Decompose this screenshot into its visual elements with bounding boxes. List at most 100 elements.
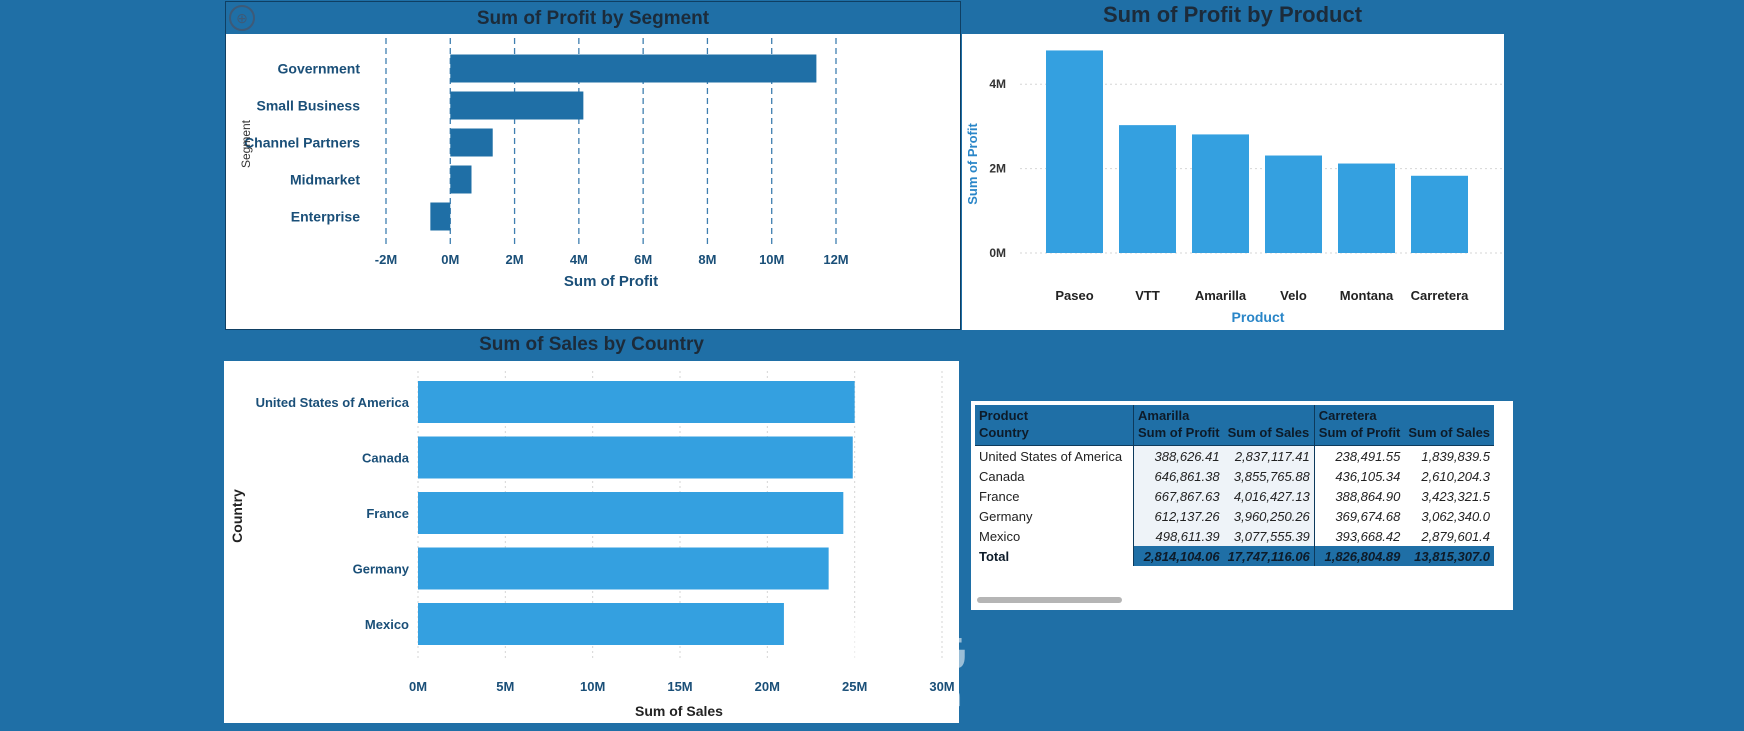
category-label: Montana [1340,288,1394,303]
matrix-cell: 3,423,321.5 [1421,488,1491,504]
x-tick-label: 2M [506,252,524,267]
matrix-cell: 498,611.39 [1132,526,1224,546]
bar [450,54,817,83]
bar [1411,175,1468,253]
bar [1046,50,1103,253]
x-tick-label: 0M [441,252,459,267]
x-tick-label: 15M [667,679,692,694]
y-tick-label: 2M [989,162,1006,176]
bar [1119,125,1176,253]
watermark-latin-text: nafezly.com [786,680,964,713]
y-axis-title: Segment [239,119,253,168]
y-axis-title: Sum of Profit [965,123,980,205]
x-tick-label: 0M [409,679,427,694]
matrix-cell: 388,864.90 [1313,486,1405,506]
row-label[interactable]: Canada [979,468,1025,484]
row-label[interactable]: Germany [979,508,1033,524]
category-label: Amarilla [1195,288,1247,303]
matrix-cell: 612,137.26 [1132,506,1224,526]
matrix-cell: 1,826,804.89 [1313,546,1405,566]
x-tick-label: 30M [929,679,954,694]
profit-by-segment-visual[interactable]: ⊕ Sum of Profit by Segment -2M 0M 2M 4M 6M 8M… [225,1,961,330]
table-row: Canada 646,861.38 3,855,765.88 436,105.34 2,… [975,466,1494,486]
row-label[interactable]: Mexico [979,528,1021,544]
bar [418,603,784,645]
row-label[interactable]: France [979,488,1020,504]
x-tick-label: 25M [842,679,867,694]
category-label: Enterprise [291,209,360,225]
bar [418,436,853,479]
category-label: Carretera [1411,288,1470,303]
matrix-cell: 393,668.42 [1313,526,1405,546]
table-row: Mexico 498,611.39 3,077,555.39 393,668.42 2,… [975,526,1494,546]
x-tick-label: 6M [634,252,652,267]
x-tick-label: 8M [698,252,716,267]
x-axis-title: Sum of Sales [635,703,723,719]
column-header-product[interactable]: Carretera [1313,405,1495,425]
category-label: Velo [1280,288,1307,303]
row-header-product: Product [975,405,1134,425]
watermark-arabic-text: نفذلي [780,610,970,683]
x-tick-label: 10M [580,679,605,694]
bar [450,165,472,194]
category-label: Mexico [365,617,409,632]
matrix-cell: 2,879,601.4 [1421,528,1491,544]
visual-header [226,2,960,34]
matrix-visual[interactable]: Product Amarilla Carretera Country Sum o… [971,401,1513,610]
matrix-cell: 3,855,765.88 [1223,466,1315,486]
bar [450,128,493,157]
row-label[interactable]: Total [975,546,1134,566]
x-tick-label: 10M [759,252,784,267]
category-label: United States of America [256,395,410,410]
category-label: VTT [1135,288,1160,303]
profit-by-product-visual[interactable]: 0M 2M 4M Paseo VTT Amarilla Velo Montana Carrete… [962,34,1504,330]
row-label[interactable]: United States of America [979,448,1123,464]
x-axis-title: Product [1232,309,1285,325]
country-bar-chart: 0M 5M 10M 15M 20M 25M 30M United States of Amer… [229,371,955,719]
row-header-country: Country [975,425,1134,446]
matrix-scroll-area[interactable]: Product Amarilla Carretera Country Sum o… [975,405,1513,573]
column-header-product[interactable]: Amarilla [1133,405,1315,425]
measure-header[interactable]: Sum of Profit [1313,425,1405,446]
category-label: Paseo [1055,288,1093,303]
category-label: Government [278,61,361,77]
x-tick-label: 5M [496,679,514,694]
y-tick-label: 4M [989,77,1006,91]
x-tick-label: -2M [375,252,397,267]
visual-header [224,330,959,361]
matrix-cell: 3,077,555.39 [1223,526,1315,546]
bar [418,492,844,534]
y-tick-label: 0M [989,246,1006,260]
matrix-cell: 388,626.41 [1132,445,1224,466]
matrix-cell: 4,016,427.13 [1223,486,1315,506]
matrix-cell: 2,837,117.41 [1223,445,1315,466]
horizontal-scrollbar[interactable] [977,597,1122,603]
matrix-cell: 3,062,340.0 [1421,508,1491,524]
segment-bar-chart: -2M 0M 2M 4M 6M 8M 10M 12M Government Small Busin… [239,38,849,290]
bar [430,202,451,231]
total-row: Total 2,814,104.06 17,747,116.06 1,826,804.… [975,546,1495,566]
bar [1265,155,1322,253]
x-axis-title: Sum of Profit [564,273,658,290]
segment-chart-title: Sum of Profit by Segment [476,8,710,29]
product-chart-title: Sum of Profit by Product [1102,2,1363,27]
measure-header[interactable]: Sum of Sales [1223,425,1315,446]
sales-chart-title: Sum of Sales by Country [479,334,704,355]
category-label: Germany [353,562,410,577]
matrix-table: Product Amarilla Carretera Country Sum o… [975,405,1495,566]
table-row: France 667,867.63 4,016,427.13 388,864.90 3,… [975,486,1494,506]
category-label: France [366,506,409,521]
watermark-logo: نفذلي nafezly.com [760,610,990,730]
matrix-cell: 3,960,250.26 [1223,506,1315,526]
x-tick-label: 12M [823,252,848,267]
measure-header[interactable]: Sum of Sales [1404,425,1495,446]
y-axis-title: Country [229,489,245,543]
category-label: Canada [362,451,410,466]
matrix-cell: 13,815,307.0 [1404,546,1495,566]
focus-mode-icon[interactable]: ⊕ [229,5,255,31]
measure-header[interactable]: Sum of Profit [1132,425,1224,446]
sales-by-country-visual[interactable]: Sum of Sales by Country 0M 5M 10M 15M 20M 25M… [224,330,959,723]
matrix-column-header-row: Product Amarilla Carretera [975,405,1495,425]
category-label: Small Business [257,98,361,114]
matrix-cell: 17,747,116.06 [1223,546,1315,566]
